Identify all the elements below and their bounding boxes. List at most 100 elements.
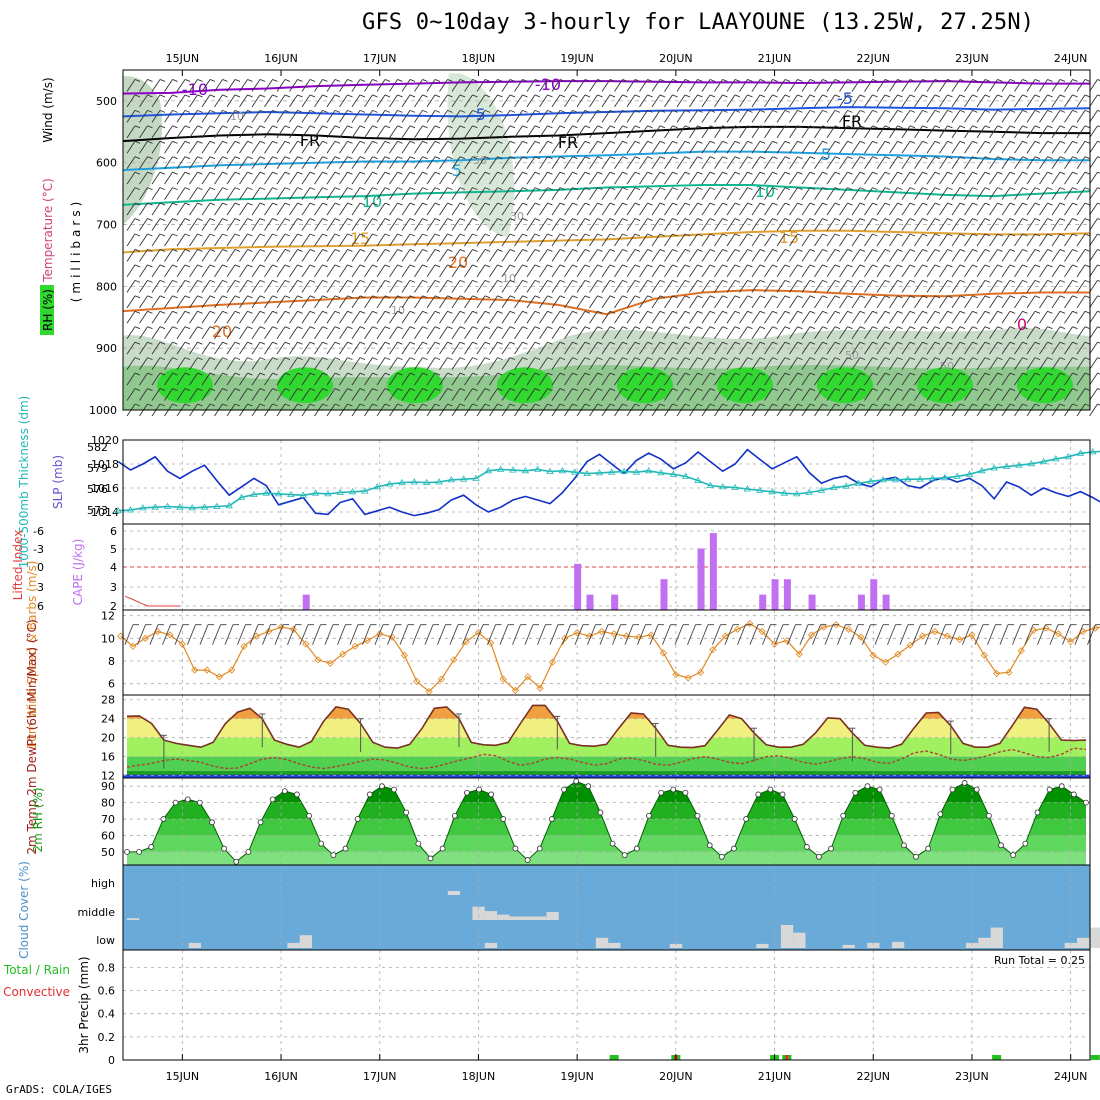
wind-speed-point (141, 634, 149, 642)
thickness-point (645, 467, 653, 474)
wind-speed-point (499, 675, 507, 683)
wind-tick-label: 8 (108, 655, 115, 668)
rh-point (439, 845, 446, 852)
top-day-label: 19JUN (560, 52, 594, 65)
wind-speed-point (178, 640, 186, 648)
rh-point (136, 848, 143, 855)
cloud-bar-low (484, 942, 498, 948)
rh-70-shade (1017, 367, 1073, 404)
cape-bar (697, 548, 705, 610)
thickness-point (793, 490, 801, 497)
rh-70-shade (387, 367, 443, 404)
rh-point (901, 842, 907, 849)
wind-speed-point (968, 631, 976, 639)
contour-label: 10 (230, 110, 244, 123)
wind-speed-point (684, 674, 692, 682)
temp-tick-label: 24 (101, 713, 115, 726)
rh-point (524, 857, 531, 863)
wind-speed-point (709, 646, 717, 654)
rh-point (633, 845, 640, 852)
top-day-label: 18JUN (462, 52, 496, 65)
cloud-bar-low (608, 942, 621, 948)
precip-tick-label: 0.6 (98, 985, 116, 998)
thickness-point (151, 503, 159, 510)
wind-speed-point (376, 630, 384, 638)
wind-speed-point (857, 633, 865, 641)
thickness-point (669, 470, 678, 477)
rh-point (609, 840, 616, 847)
temp-band (127, 737, 1086, 757)
li-tick-label: 3 (37, 581, 44, 594)
cloud-bar-middle (127, 918, 140, 920)
cloud-bar-low (669, 943, 683, 948)
rh-point (184, 796, 191, 803)
thickness-point (546, 467, 554, 474)
rh-point (864, 783, 871, 790)
rh-point (500, 816, 507, 822)
cloud-bar-low (1076, 937, 1090, 948)
rh-point (706, 842, 713, 849)
precip-tick-label: 0.8 (98, 961, 116, 974)
cape-bar (759, 594, 767, 610)
thickness-point (348, 488, 357, 495)
rh-point (718, 853, 725, 860)
wind-speed-point (326, 659, 334, 667)
top-day-label: 16JUN (264, 52, 298, 65)
li-tick-label: 6 (37, 600, 44, 613)
wind-speed-point (882, 658, 890, 666)
thickness-point (1002, 462, 1011, 469)
rh-point (221, 845, 228, 852)
wind-speed-point (758, 627, 766, 636)
thickness-point (990, 464, 998, 471)
contour-label: 15 (779, 228, 799, 247)
wind-speed-point (659, 649, 668, 657)
cloud-bar-high (447, 891, 461, 895)
rh-point (366, 791, 373, 798)
cape-tick-label: 5 (110, 543, 117, 556)
rh-point (196, 799, 203, 806)
top-day-label: 23JUN (955, 52, 989, 65)
rh-tick-label: 90 (101, 780, 115, 793)
wind-speed-point (980, 651, 988, 659)
wind-speed-point (228, 666, 236, 674)
rh-point (1034, 809, 1041, 816)
wind-speed-point (820, 623, 828, 631)
thickness-point (891, 476, 900, 483)
wind-speed-point (931, 627, 939, 636)
rh-point (427, 855, 434, 862)
wind-speed-point (1042, 624, 1050, 632)
bottom-day-label: 15JUN (166, 1070, 200, 1083)
thickness-point (904, 475, 912, 482)
cape-bar (709, 533, 717, 610)
wind-speed-point (265, 627, 273, 636)
bottom-day-label: 20JUN (659, 1070, 693, 1083)
wind-speed-point (1030, 626, 1038, 634)
surface-barbs (124, 624, 1100, 645)
rh-point (536, 845, 543, 852)
contour-label: 5 (452, 161, 462, 180)
wind-speed-point (746, 620, 754, 628)
cloud-bar-low (965, 942, 979, 948)
rh-point (548, 816, 555, 822)
wind-speed-point (1054, 630, 1062, 638)
pressure-tick-label: 1000 (89, 404, 117, 417)
temp-baseline-band (123, 774, 1090, 778)
isotherm-10 (122, 184, 1091, 206)
wind-speed-point (511, 686, 520, 695)
rh-band (127, 835, 1086, 852)
thickness-tick-label: 579 (87, 462, 108, 475)
thickness-point (324, 490, 332, 497)
cape-bar (771, 579, 779, 610)
cloud-bar-low (188, 942, 201, 948)
contour-label: FR (300, 131, 320, 150)
cloud-background (123, 865, 1090, 950)
rh-point (949, 786, 956, 793)
top-day-label: 20JUN (659, 52, 693, 65)
rh-point (925, 845, 932, 852)
rh-point (1083, 799, 1089, 806)
rh-point (160, 816, 167, 822)
wind-speed-point (203, 666, 211, 674)
thickness-point (176, 503, 184, 510)
thickness-point (188, 504, 196, 511)
thickness-point (385, 480, 394, 487)
